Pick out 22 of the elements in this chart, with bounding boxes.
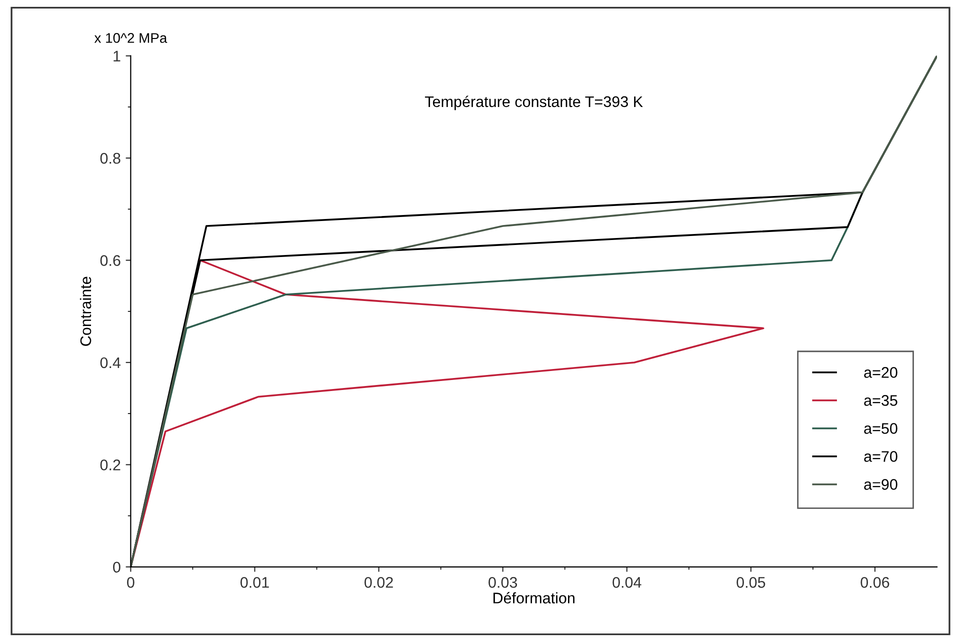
y-tick-label: 0 (113, 562, 120, 573)
x-tick-label: 0.04 (612, 577, 642, 588)
text: Température constante T=393 K (424, 96, 643, 110)
y-tick-label: 0.6 (100, 255, 120, 266)
text: x 10^2 MPa (94, 33, 168, 43)
x-tick-label: 0.01 (240, 577, 269, 588)
legend-label: a=50 (864, 423, 898, 434)
x-tick-label: 0.05 (736, 577, 766, 588)
x-tick-label: 0.02 (364, 577, 393, 588)
y-axis-title: Contrainte (80, 276, 92, 346)
legend-label: a=20 (864, 367, 898, 378)
legend-label: a=70 (864, 451, 898, 462)
x-tick-label: 0.06 (860, 577, 890, 588)
y-tick-label: 0.8 (100, 152, 120, 164)
y-tick-label: 0.2 (100, 460, 120, 470)
x-tick-label: 0.03 (488, 577, 518, 588)
x-tick-label: 0 (127, 577, 134, 588)
legend-label: a=90 (864, 479, 898, 490)
legend-label: a=35 (864, 395, 898, 406)
y-tick-label: 1 (114, 50, 120, 62)
x-axis-title: Déformation (493, 592, 574, 604)
y-tick-label: 0.4 (100, 357, 121, 368)
